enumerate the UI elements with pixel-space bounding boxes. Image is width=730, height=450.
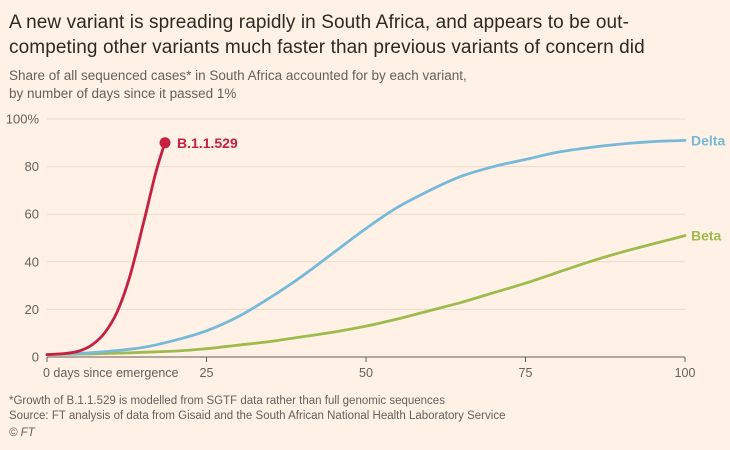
chart-title-line-2: competing other variants much faster tha… [9, 37, 645, 58]
ft-copyright: © FT [9, 427, 35, 439]
series-line-Beta [45, 234, 687, 356]
line-chart: 0 20 40 60 80 100% 0 days since emergence 25 50 7… [6, 112, 726, 381]
series-line-B.1.1.529 [45, 141, 167, 356]
y-tick-label: 0 [32, 350, 39, 365]
series-end-marker-B.1.1.529 [159, 137, 171, 149]
chart-area: 0 20 40 60 80 100% 0 days since emergence 25 50 7… [0, 105, 730, 390]
chart-subtitle: Share of all sequenced cases* in South A… [9, 67, 718, 103]
chart-title: A new variant is spreading rapidly in So… [9, 10, 718, 60]
series-label-Delta: Delta [691, 132, 725, 148]
chart-footer: *Growth of B.1.1.529 is modelled from SG… [0, 390, 730, 441]
y-tick-label: 20 [25, 302, 39, 317]
series-line-Delta [45, 139, 687, 356]
y-tick-label: 60 [25, 207, 39, 222]
chart-subtitle-line-2: by number of days since it passed 1% [9, 86, 237, 101]
chart-header: A new variant is spreading rapidly in So… [0, 0, 730, 103]
chart-subtitle-line-1: Share of all sequenced cases* in South A… [9, 68, 467, 83]
x-tick-label: 100 [675, 366, 696, 380]
y-tick-label: 100% [6, 112, 40, 127]
source-line: Source: FT analysis of data from Gisaid … [9, 410, 506, 422]
y-tick-label: 40 [25, 254, 39, 269]
x-tick-label: 25 [200, 366, 214, 380]
footnote: *Growth of B.1.1.529 is modelled from SG… [9, 395, 445, 407]
x-tick-label: 50 [359, 366, 373, 380]
x-tick-label: 75 [519, 366, 533, 380]
series-label-B.1.1.529: B.1.1.529 [177, 135, 238, 151]
y-tick-label: 80 [25, 159, 39, 174]
x-tick-label: 0 days since emergence [43, 366, 179, 380]
chart-title-line-1: A new variant is spreading rapidly in So… [9, 12, 629, 33]
series-label-Beta: Beta [691, 228, 722, 244]
